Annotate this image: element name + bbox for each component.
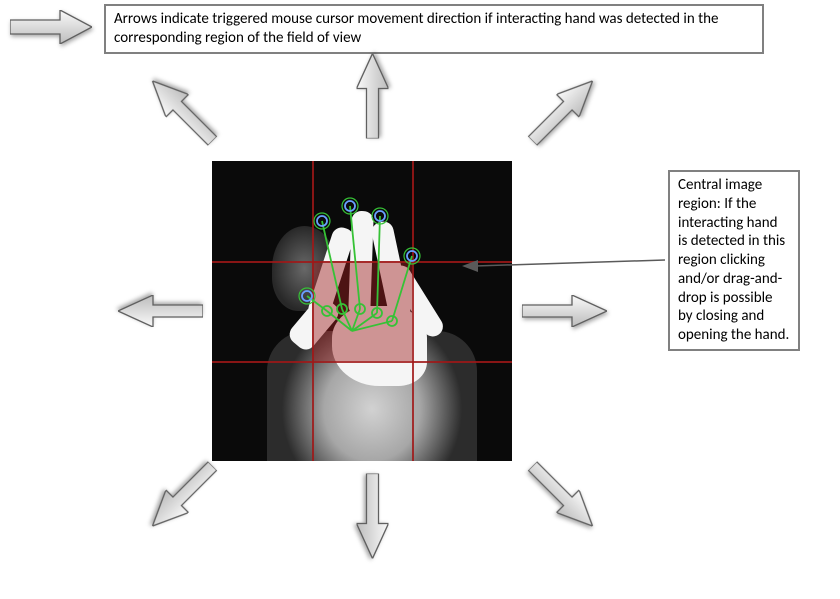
arrow-e-icon xyxy=(522,295,607,327)
arrow-sw-icon xyxy=(141,455,224,538)
arrow-nw-icon xyxy=(141,70,224,153)
hand-skeleton-overlay xyxy=(212,161,512,461)
camera-field-of-view xyxy=(212,161,512,461)
right-caption-box: Central image region: If the interacting… xyxy=(668,170,800,351)
right-caption-text: Central image region: If the interacting… xyxy=(678,176,789,344)
arrow-se-icon xyxy=(521,455,604,538)
arrow-w-icon xyxy=(118,295,203,327)
arrow-ne-icon xyxy=(521,70,604,153)
arrow-s-icon xyxy=(357,474,389,559)
connector-arrow-icon xyxy=(460,253,670,278)
top-caption-text: Arrows indicate triggered mouse cursor m… xyxy=(114,10,719,47)
header-arrow-icon xyxy=(10,10,92,44)
top-caption-box: Arrows indicate triggered mouse cursor m… xyxy=(104,4,764,54)
arrow-n-icon xyxy=(357,54,389,139)
